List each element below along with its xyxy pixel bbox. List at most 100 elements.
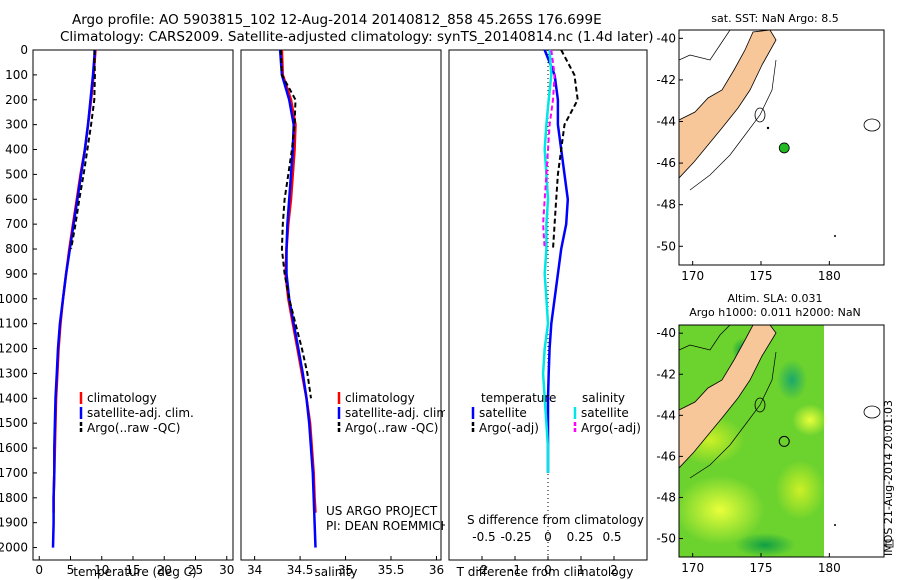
isobath-contour <box>689 59 777 191</box>
lon-tick-label: 180 <box>818 269 841 283</box>
s-tick-label: 0.5 <box>602 530 621 544</box>
legend-group-temperature: temperature <box>481 391 556 405</box>
x-tick-label: 1 <box>577 563 585 577</box>
x-tick-label: 15 <box>125 563 140 577</box>
imos-logo-icon <box>885 539 894 548</box>
land-mass-north <box>679 325 777 469</box>
lon-tick-label: 170 <box>681 561 704 575</box>
temperature-legend: climatology satellite-adj. clim. Argo(..… <box>79 391 194 435</box>
lat-tick-label: -44 <box>656 115 676 129</box>
legend-group-salinity: salinity <box>582 391 625 405</box>
legend-label-satellite: satellite-adj. clim. <box>87 406 194 420</box>
s-tick-label: 0.25 <box>567 530 594 544</box>
y-tick-label: 400 <box>5 143 28 157</box>
y-tick-label: 1700 <box>0 466 28 480</box>
difference-legend: temperature salinity satellite Argo(-adj… <box>471 391 641 435</box>
lat-tick-label: -50 <box>656 239 676 253</box>
salinity-profiles <box>278 49 317 548</box>
y-tick-label: 500 <box>5 167 28 181</box>
y-tick-label: 100 <box>5 68 28 82</box>
x-tick-label: 35.5 <box>378 563 405 577</box>
lat-tick-label: -46 <box>656 156 676 170</box>
altim-map-axes: 170 175 180 -40 -42 -44 -46 -48 -50 <box>656 326 840 575</box>
x-tick-label: 10 <box>94 563 109 577</box>
isobath-contour <box>679 30 731 61</box>
y-tick-label: 200 <box>5 93 28 107</box>
x-tick-label: -1 <box>509 563 521 577</box>
y-tick-label: 600 <box>5 192 28 206</box>
lat-tick-label: -44 <box>656 408 676 422</box>
temperature-xlabel: temperature (deg C) <box>73 565 196 579</box>
land-mass-north <box>679 30 777 179</box>
legend-label-temp-argo: Argo(-adj) <box>479 421 539 435</box>
lon-tick-label: 180 <box>818 561 841 575</box>
lat-tick-label: -50 <box>656 532 676 546</box>
x-tick-label: 30 <box>219 563 234 577</box>
y-tick-label: 2000 <box>0 541 28 555</box>
altim-map-title-line2: Argo h1000: 0.011 h2000: NaN <box>689 306 861 319</box>
salinity-xlabel: salinity <box>314 565 357 579</box>
legend-label-satellite: satellite-adj. clim. <box>345 406 445 420</box>
series-line-0 <box>543 49 570 473</box>
y-tick-label: 1300 <box>0 366 28 380</box>
y-tick-label: 800 <box>5 242 28 256</box>
y-tick-label: 1600 <box>0 441 28 455</box>
legend-label-argo: Argo(..raw -QC) <box>345 421 438 435</box>
x-tick-label: 5 <box>67 563 75 577</box>
legend-label-sal-satellite: satellite <box>581 406 629 420</box>
y-tick-label: 1200 <box>0 342 28 356</box>
lat-tick-label: -40 <box>656 31 676 45</box>
salinity-axis: 34 34.5 35 35.5 36 <box>247 556 444 577</box>
y-tick-label: 0 <box>20 43 28 57</box>
sst-map-title: sat. SST: NaN Argo: 8.5 <box>711 12 839 25</box>
lat-tick-label: -46 <box>656 449 676 463</box>
lat-tick-label: -42 <box>656 73 676 87</box>
altimetry-map: 170 175 180 -40 -42 -44 -46 -48 -50 IMOS 21-Aug-… <box>656 324 895 575</box>
series-line-1 <box>51 49 97 548</box>
sst-map-frame <box>678 29 885 266</box>
y-tick-label: 1800 <box>0 491 28 505</box>
temperature-axis: 0 5 10 15 20 25 30 <box>35 556 234 577</box>
legend-label-climatology: climatology <box>345 391 415 405</box>
chart-title-line2: Climatology: CARS2009. Satellite-adjuste… <box>60 29 654 45</box>
lat-tick-label: -40 <box>656 326 676 340</box>
island-outline <box>754 107 766 123</box>
difference-panel: -2 -1 0 1 2 -0.5 -0.25 0 0.25 0.5 S difference f… <box>448 49 648 579</box>
legend-label-climatology: climatology <box>87 391 157 405</box>
y-tick-label: 1900 <box>0 516 28 530</box>
depth-axis: 0 100 200 300 400 500 600 700 800 900 1000 1100 1200… <box>0 43 37 555</box>
t-difference-axis: -2 -1 0 1 2 <box>476 556 618 577</box>
lon-tick-label: 170 <box>681 269 704 283</box>
series-line-1 <box>552 49 579 250</box>
y-tick-label: 1000 <box>0 292 28 306</box>
x-tick-label: 2 <box>610 563 618 577</box>
s-tick-label: -0.5 <box>472 530 495 544</box>
t-difference-xlabel: T difference from climatology <box>456 565 634 579</box>
lon-tick-label: 175 <box>750 561 773 575</box>
isobath-contour <box>689 351 777 479</box>
salinity-legend: climatology satellite-adj. clim. Argo(..… <box>337 391 445 435</box>
series-line-3 <box>542 49 556 250</box>
y-tick-label: 300 <box>5 118 28 132</box>
s-tick-label: -0.25 <box>500 530 531 544</box>
legend-label-sal-argo: Argo(-adj) <box>581 421 641 435</box>
legend-label-argo: Argo(..raw -QC) <box>87 421 180 435</box>
series-line-2 <box>70 49 96 250</box>
s-difference-label: S difference from climatology <box>467 513 644 527</box>
series-line-1 <box>278 49 317 548</box>
difference-profiles <box>541 49 579 473</box>
x-tick-label: 34.5 <box>287 563 314 577</box>
island-outline <box>754 397 766 413</box>
x-tick-label: 36 <box>429 563 444 577</box>
x-tick-label: 25 <box>188 563 203 577</box>
imos-credit: IMOS 21-Aug-2014 20:01:03 <box>882 400 895 556</box>
temperature-panel: 0100200300400500600700800900100011001200… <box>0 43 234 579</box>
altim-map-title-line1: Altim. SLA: 0.031 <box>727 292 823 305</box>
island-outline <box>863 118 881 132</box>
x-tick-label: 0 <box>35 563 43 577</box>
pi-label: PI: DEAN ROEMMICH <box>326 519 445 533</box>
x-tick-label: 20 <box>157 563 172 577</box>
y-tick-label: 1500 <box>0 416 28 430</box>
s-difference-axis: -0.5 -0.25 0 0.25 0.5 <box>472 530 621 544</box>
temperature-profiles <box>51 49 97 548</box>
